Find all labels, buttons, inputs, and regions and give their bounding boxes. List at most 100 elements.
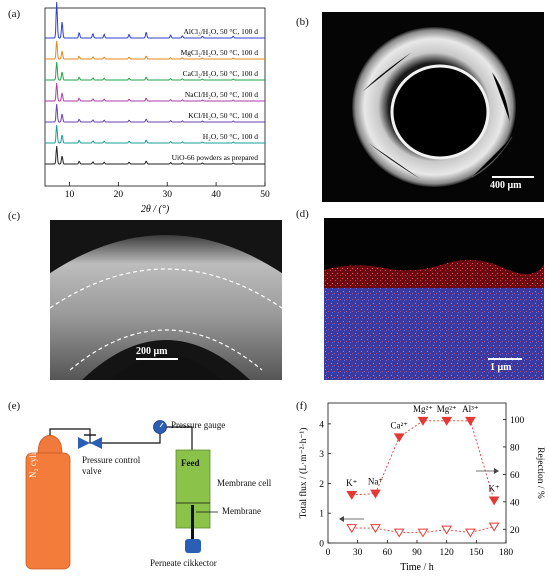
xrd-trace-3	[45, 82, 265, 102]
f-y2-tick-0: 20	[510, 526, 520, 536]
panel-f-chart: 0 30 60 90 120 150 180 0 1 2 3 4 20 40 60 80 100 K⁺ Na⁺…	[298, 402, 545, 573]
gauge-label: Pressure gauge	[171, 420, 226, 430]
xrd-x-tick-4: 50	[260, 190, 270, 200]
f-point-0-0	[346, 524, 358, 534]
panel-c-scale-text: 200 μm	[136, 346, 168, 357]
tube-lumen-c	[110, 355, 222, 380]
collector-label: Perneate cikkector	[150, 558, 217, 568]
panel-b-sem-image: 400 μm	[322, 12, 544, 202]
panel-label-a: (a)	[8, 8, 21, 20]
f-annotation-5: Al³⁺	[462, 404, 479, 414]
xrd-series-label-4: KCl/H₂O, 50 °C, 100 d	[188, 111, 258, 120]
xrd-x-tick-3: 40	[211, 190, 221, 200]
tube-wall	[50, 235, 282, 380]
f-y-ticks: 0 1 2 3 4	[319, 420, 331, 550]
xrd-series-label-2: CaCl₂/H₂O, 50 °C, 100 d	[183, 69, 259, 78]
f-x-tick-1: 30	[353, 548, 363, 558]
xrd-series-labels: AlCl₃/H₂O, 50 °C, 100 d MgCl₂/H₂O, 50 °C,…	[172, 27, 259, 162]
f-annotation-1: Na⁺	[368, 477, 383, 487]
f-point-1-1	[370, 489, 381, 499]
xrd-trace-0	[45, 1, 265, 39]
panel-d-eds-map: 1 μm	[324, 218, 544, 380]
f-y2-tick-2: 60	[510, 471, 520, 481]
f-y-tick-1: 1	[319, 510, 324, 520]
xrd-trace-6	[45, 145, 265, 165]
eds-substrate	[324, 288, 544, 380]
panel-label-b: (b)	[296, 16, 309, 28]
f-y-tick-2: 2	[319, 480, 324, 490]
f-ylabel: Total flux / (L·m⁻²·h⁻¹)	[298, 428, 309, 519]
pipe-to-cell	[160, 426, 193, 450]
panel-label-e: (e)	[8, 400, 21, 412]
f-x-ticks: 0 30 60 90 120 150 180	[326, 540, 514, 558]
f-annotation-2: Ca²⁺	[390, 420, 408, 430]
eds-top-layer	[324, 259, 544, 296]
f-point-0-2	[393, 528, 405, 538]
xrd-trace-5	[45, 124, 265, 144]
panel-b-scale-text: 400 μm	[490, 180, 522, 191]
f-annotation-4: Mg²⁺	[437, 404, 457, 414]
panel-f-frame	[327, 402, 507, 544]
xrd-x-tick-2: 30	[162, 190, 172, 200]
f-point-1-6	[488, 496, 500, 506]
cylinder-cap	[37, 434, 63, 454]
panel-b-scale-bar	[492, 176, 534, 178]
panel-a-xrd-plot: AlCl₃/H₂O, 50 °C, 100 d MgCl₂/H₂O, 50 °C,…	[44, 1, 270, 215]
f-annotation-6: K⁺	[489, 483, 500, 493]
f-annotation-0: K⁺	[346, 478, 357, 488]
cell-label: Membrane cell	[217, 478, 272, 488]
tube-lumen	[390, 64, 490, 160]
f-x-tick-0: 0	[326, 548, 331, 558]
xrd-x-ticks: 10 20 30 40 50	[65, 182, 270, 200]
xrd-trace-4	[45, 103, 265, 123]
membrane-label: Membrane	[222, 506, 261, 516]
f-series	[346, 416, 500, 538]
panel-label-d: (d)	[296, 208, 309, 220]
xrd-x-tick-1: 20	[114, 190, 124, 200]
f-x-tick-5: 150	[469, 548, 484, 558]
f-annotations: K⁺ Na⁺ Ca²⁺ Mg²⁺ Mg²⁺ Al³⁺ K⁺	[346, 404, 500, 494]
f-series-line-1	[351, 420, 495, 501]
f-y-tick-3: 3	[319, 450, 324, 460]
panel-label-f: (f)	[296, 400, 307, 412]
f-point-1-0	[346, 490, 358, 500]
f-xlabel: Time / h	[400, 562, 434, 573]
f-point-0-5	[465, 528, 476, 538]
f-y-tick-0: 0	[319, 540, 324, 550]
panel-label-c: (c)	[8, 210, 21, 222]
xrd-traces	[45, 1, 265, 165]
panel-c-scale-bar	[136, 358, 178, 360]
xrd-series-label-0: AlCl₃/H₂O, 50 °C, 100 d	[184, 27, 259, 36]
membrane	[191, 505, 194, 539]
valve-label: Pressure control valve	[82, 455, 141, 476]
f-x-tick-3: 90	[412, 548, 422, 558]
dashed-boundary-inner	[69, 329, 263, 371]
feed-label: Feed	[181, 458, 200, 468]
xrd-series-label-3: NaCl/H₂O, 50 °C, 100 d	[185, 90, 258, 99]
panel-d-scale-text: 1 μm	[490, 362, 512, 373]
panel-a-xlabel: 2θ / (°)	[141, 204, 170, 215]
f-y2label: Rejection / %	[535, 447, 545, 499]
f-x-tick-2: 60	[383, 548, 393, 558]
f-point-0-3	[417, 528, 429, 538]
cylinder-label: N₂ cylinder	[28, 436, 38, 478]
panel-d-scale-bar	[488, 358, 522, 360]
f-x-tick-6: 180	[499, 548, 514, 558]
f-point-1-2	[393, 433, 405, 443]
xrd-x-tick-0: 10	[65, 190, 75, 200]
f-y-tick-4: 4	[319, 420, 324, 430]
panel-a-frame	[44, 7, 266, 187]
f-y2-tick-3: 80	[510, 443, 520, 453]
panel-c-sem-image: 200 μm	[50, 220, 282, 380]
f-annotation-3: Mg²⁺	[413, 404, 433, 414]
f-point-1-4	[441, 416, 453, 426]
xrd-series-label-6: UiO-66 powders as prepared	[172, 153, 259, 162]
xrd-series-label-1: MgCl₂/H₂O, 50 °C, 100 d	[181, 48, 259, 57]
perneate-collector-icon	[185, 539, 201, 553]
f-point-0-6	[488, 522, 500, 532]
f-y2-tick-1: 40	[510, 498, 520, 508]
f-point-1-3	[417, 416, 429, 426]
pipe-main	[49, 427, 161, 444]
xrd-trace-2	[45, 61, 265, 81]
f-x-tick-4: 120	[440, 548, 455, 558]
